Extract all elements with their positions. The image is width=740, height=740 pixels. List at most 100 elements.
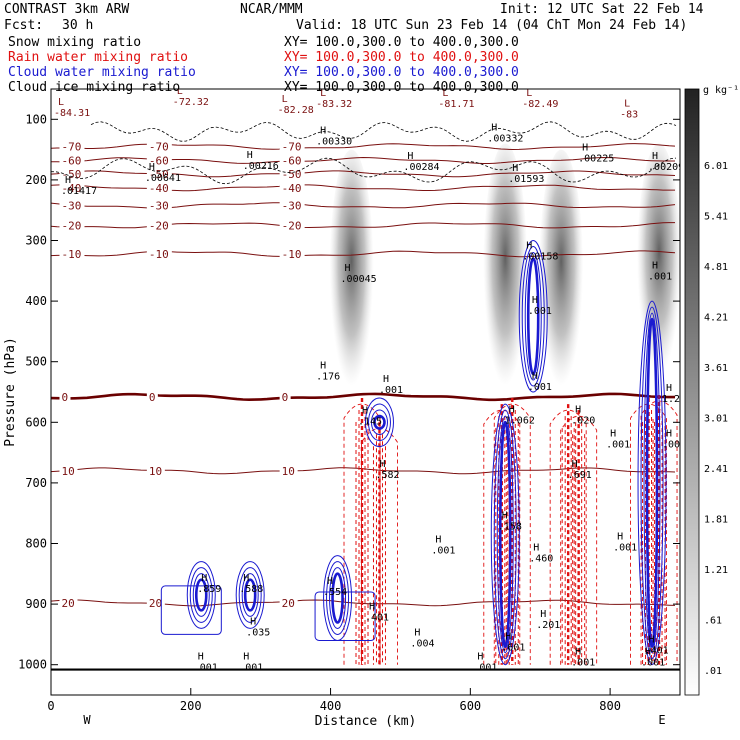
x-tick-label: 800 (599, 699, 621, 713)
colorbar-tick-label: 6.01 (704, 161, 728, 172)
cloud-water-contour-5 (524, 252, 542, 381)
y-tick-label: 900 (25, 597, 47, 611)
extremum-value: .01417 (61, 186, 97, 197)
isotherm-label: -30 (149, 199, 169, 212)
extremum-value: .001 (431, 546, 455, 557)
isotherm-label-bg (279, 154, 305, 166)
snow-plume-0 (329, 149, 374, 399)
extremum-value: .001 (194, 663, 218, 674)
rain-envelope-0 (343, 403, 381, 665)
rain-envelope-2 (483, 409, 521, 665)
field-cloud-water: Cloud water mixing ratio (8, 65, 196, 80)
isotherm-label: -60 (282, 155, 302, 168)
extremum-kind: H (414, 627, 420, 638)
isotherm-label: -40 (282, 182, 302, 195)
isotherm-label-bg (279, 199, 305, 211)
cloud-water-box-0 (160, 585, 222, 635)
extremum-value: .176 (316, 372, 340, 383)
isotherm-label: 0 (282, 391, 289, 404)
y-tick-label: 600 (25, 415, 47, 429)
extremum-kind: H (247, 150, 253, 161)
cloud-water-contour-4 (496, 415, 514, 654)
extremum-value: .004 (410, 638, 434, 649)
cloud-water-contour-3 (370, 409, 388, 436)
extremum-kind: H (575, 647, 581, 658)
extremum-value: .00284 (403, 162, 439, 173)
isotherm-label-bg (146, 140, 172, 152)
extremum-kind: H (509, 404, 515, 415)
cloud-water-contour-2 (323, 555, 353, 641)
isotherm-label: 10 (282, 465, 295, 478)
extremum-kind: H (198, 652, 204, 663)
extremum-kind: H (379, 459, 385, 470)
y-tick-label: 800 (25, 537, 47, 551)
extremum-value: 1.062 (505, 415, 535, 426)
isotherm-label: 10 (149, 465, 162, 478)
colorbar-tick-label: 1.21 (704, 565, 728, 576)
isotherm-label-bg (59, 464, 78, 476)
extremum-value: .158 (498, 521, 522, 532)
extremum-kind: H (320, 361, 326, 372)
isotherm-label-bg (59, 181, 85, 193)
extremum-value: .00216 (243, 161, 279, 172)
extremum-value: -83.32 (316, 99, 352, 110)
isotherm-label-bg (279, 181, 305, 193)
isotherm-label-bg (146, 199, 172, 211)
cloud-water-contour-5 (521, 246, 545, 387)
organization: NCAR/MMM (240, 2, 303, 17)
cloud-water-contour-6 (640, 306, 664, 660)
y-axis-label: Pressure (hPa) (3, 337, 18, 447)
isotherm-label: 0 (149, 391, 156, 404)
extremum-value: .401 (645, 646, 669, 657)
cloud-water-contour-2 (326, 561, 350, 635)
extremum-value: .460 (529, 553, 553, 564)
cloud-water-contour-4 (490, 403, 520, 666)
colorbar-tick-label: 5.41 (704, 212, 728, 223)
extremum-kind: H (512, 163, 518, 174)
extremum-value: .001 (613, 543, 637, 554)
cloud-water-contour-6 (637, 300, 667, 666)
extremum-value: .00045 (341, 274, 377, 285)
extremum-kind: H (435, 535, 441, 546)
extremum-value: .588 (239, 584, 263, 595)
x-axis-label: Distance (km) (315, 714, 417, 729)
extremum-kind: H (532, 295, 538, 306)
isotherm-label-bg (279, 140, 305, 152)
isotherm-label-bg (279, 390, 291, 402)
extremum-value: .001 (473, 663, 497, 674)
field-rain: Rain water mixing ratio (8, 50, 189, 65)
y-tick-label: 700 (25, 476, 47, 490)
extremum-kind: H (526, 241, 532, 252)
isotherm-label-bg (59, 390, 71, 402)
extremum-kind: H (502, 510, 508, 521)
extremum-kind: H (666, 429, 672, 440)
isotherm-label: -10 (282, 248, 302, 261)
isotherm-label: -70 (61, 141, 81, 154)
forecast-hour: 30 h (62, 18, 94, 33)
isotherm-label: 10 (61, 465, 74, 478)
rain-envelope-5 (560, 415, 598, 665)
extremum-value: .001 (379, 385, 403, 396)
extremum-kind: H (575, 404, 581, 415)
extremum-kind: H (243, 652, 249, 663)
field-rain-xy: XY= 100.0,300.0 to 400.0,300.0 (284, 50, 519, 65)
cloud-water-contour-0 (192, 573, 210, 617)
cloud-water-contour-0 (186, 561, 216, 629)
colorbar-tick-label: .01 (704, 666, 722, 677)
extremum-kind: H (477, 652, 483, 663)
isotherm-label-bg (59, 199, 85, 211)
y-tick-label: 1000 (18, 658, 47, 672)
extremum-value: .001 (641, 658, 665, 669)
colorbar-tick-label: 3.01 (704, 414, 728, 425)
forecast-label: Fcst: (4, 18, 44, 33)
cloud-water-contour-1 (235, 561, 265, 629)
extremum-kind: H (540, 609, 546, 620)
extremum-kind: L (282, 94, 288, 105)
isotherm-label-bg (59, 140, 85, 152)
cloud-water-contour-2 (329, 567, 347, 629)
isotherm-label: -20 (61, 219, 81, 232)
extremum-kind: H (243, 573, 249, 584)
extremum-value: .00158 (522, 252, 558, 263)
rain-envelope-3 (493, 403, 531, 665)
